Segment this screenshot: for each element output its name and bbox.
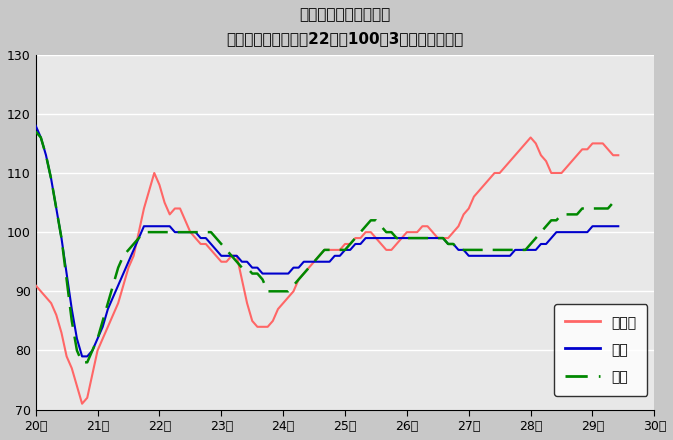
Legend: 鳥取県, 中国, 全国: 鳥取県, 中国, 全国 xyxy=(555,304,647,396)
Title: 鉱工業生産指数の推移
（季節調整済、平成22年＝100、3ヶ月移動平均）: 鉱工業生産指数の推移 （季節調整済、平成22年＝100、3ヶ月移動平均） xyxy=(226,7,464,47)
